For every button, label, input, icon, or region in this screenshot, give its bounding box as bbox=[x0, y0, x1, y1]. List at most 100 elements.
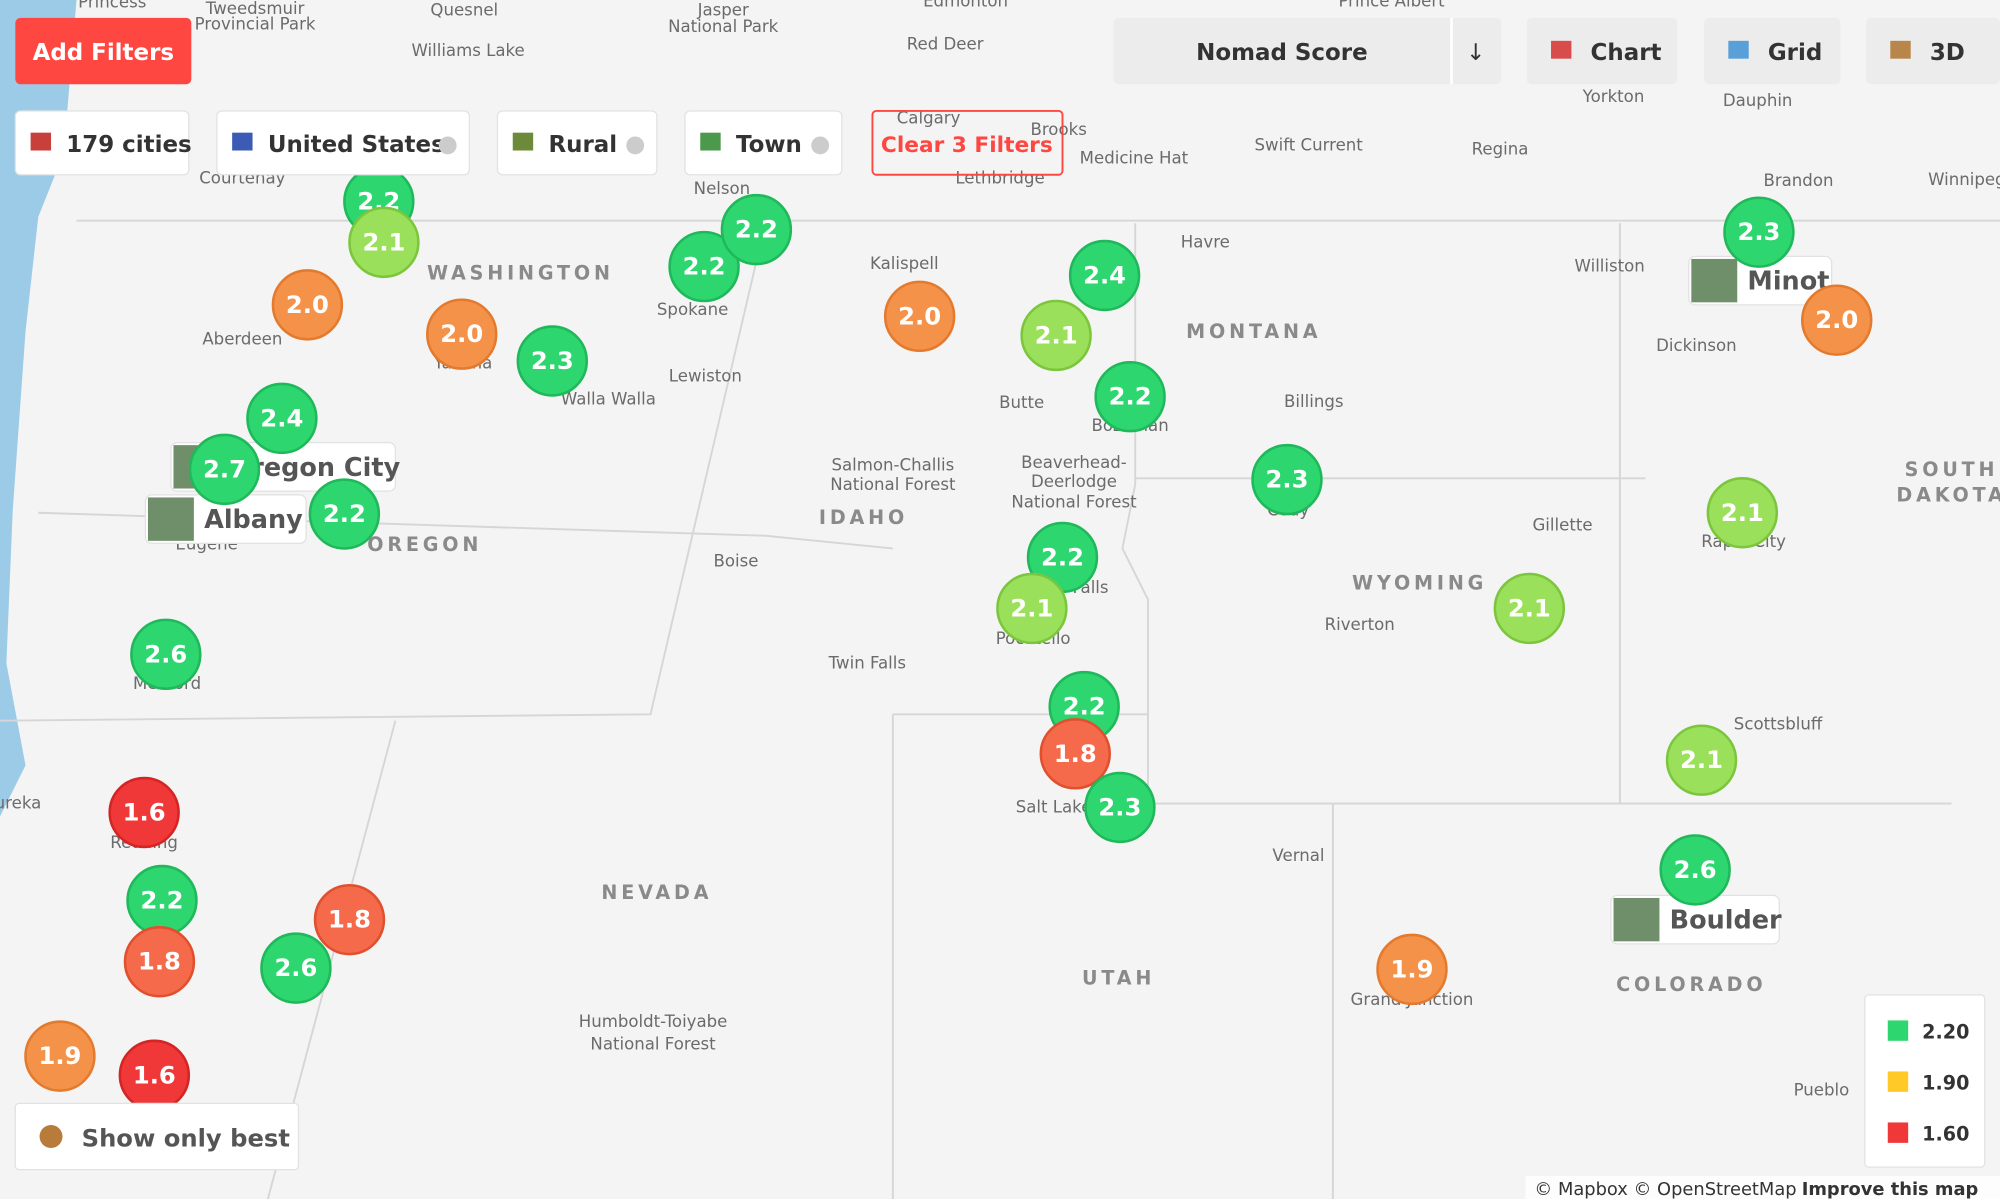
place-label: Scottsbluff bbox=[1734, 715, 1823, 734]
place-label: Beaverhead- bbox=[1021, 453, 1127, 472]
score-marker[interactable] bbox=[246, 382, 318, 455]
place-label: National Forest bbox=[830, 475, 956, 494]
score-label: 2.6 bbox=[1674, 856, 1717, 884]
show-best-button[interactable] bbox=[14, 1102, 300, 1171]
score-marker[interactable] bbox=[1665, 724, 1738, 796]
chip-remove[interactable] bbox=[626, 136, 645, 155]
view-label: Grid bbox=[1768, 40, 1822, 66]
filter-chip[interactable] bbox=[216, 110, 471, 176]
score-label: 2.3 bbox=[1737, 218, 1780, 246]
score-marker[interactable] bbox=[1493, 572, 1566, 645]
score-label: 1.8 bbox=[1054, 740, 1097, 768]
score-marker[interactable] bbox=[24, 1020, 96, 1092]
show-best-icon bbox=[39, 1125, 63, 1148]
score-marker[interactable] bbox=[1020, 299, 1092, 372]
view-button[interactable] bbox=[1704, 17, 1841, 85]
score-marker[interactable] bbox=[108, 776, 180, 849]
place-label: Regina bbox=[1472, 139, 1529, 158]
score-marker[interactable] bbox=[1068, 239, 1141, 312]
score-marker[interactable] bbox=[188, 433, 261, 506]
place-label: Salt Lake bbox=[1016, 798, 1092, 817]
legend-swatch bbox=[1887, 1122, 1909, 1143]
place-label: Boise bbox=[713, 551, 758, 570]
place-label: Jasper bbox=[697, 0, 749, 19]
chip-label: Rural bbox=[548, 132, 617, 158]
legend-swatch bbox=[1887, 1071, 1909, 1092]
score-label: 2.3 bbox=[531, 347, 574, 375]
place-label: National Forest bbox=[590, 1035, 716, 1054]
place-label: Riverton bbox=[1325, 615, 1395, 634]
state-label: NEVADA bbox=[601, 881, 712, 904]
filter-chip[interactable] bbox=[684, 110, 843, 176]
score-marker[interactable] bbox=[130, 618, 202, 691]
attribution-link[interactable]: Improve this map bbox=[1802, 1179, 1979, 1199]
score-label: 2.4 bbox=[1083, 262, 1126, 290]
score-marker[interactable] bbox=[720, 193, 793, 266]
view-button[interactable] bbox=[1526, 17, 1678, 85]
score-marker[interactable] bbox=[426, 298, 498, 370]
place-label: Quesnel bbox=[430, 0, 498, 19]
score-label: 2.1 bbox=[362, 228, 405, 256]
place-label: Deerlodge bbox=[1031, 472, 1117, 491]
state-label: MONTANA bbox=[1186, 320, 1321, 343]
score-label: 2.2 bbox=[735, 216, 778, 244]
score-marker[interactable] bbox=[1723, 196, 1795, 268]
place-label: Provincial Park bbox=[195, 14, 316, 33]
place-label: Butte bbox=[999, 393, 1044, 412]
score-marker[interactable] bbox=[348, 206, 420, 279]
state-label: SOUTH bbox=[1905, 458, 1999, 481]
sort-select[interactable] bbox=[1113, 17, 1502, 85]
score-marker[interactable] bbox=[668, 230, 740, 303]
score-label: 2.0 bbox=[898, 302, 941, 330]
sort-arrow: ↓ bbox=[1466, 40, 1485, 66]
score-marker[interactable] bbox=[1801, 284, 1873, 356]
city-name: Albany bbox=[204, 505, 303, 535]
score-marker[interactable] bbox=[1251, 443, 1323, 516]
score-marker[interactable] bbox=[1084, 771, 1156, 844]
score-marker[interactable] bbox=[1094, 360, 1166, 433]
state-label: OREGON bbox=[367, 533, 482, 556]
attribution: © Mapbox © OpenStreetMap bbox=[1534, 1179, 1796, 1199]
place-label: Vernal bbox=[1272, 846, 1324, 865]
place-label: Medicine Hat bbox=[1080, 148, 1189, 167]
score-marker[interactable] bbox=[1706, 477, 1779, 549]
place-label: Winnipeg bbox=[1928, 170, 2000, 189]
score-marker[interactable] bbox=[516, 325, 589, 397]
score-marker[interactable] bbox=[271, 269, 344, 341]
score-marker[interactable] bbox=[996, 572, 1068, 645]
score-marker[interactable] bbox=[123, 926, 196, 998]
filter-chip[interactable] bbox=[496, 110, 658, 176]
sort-label: Nomad Score bbox=[1196, 40, 1367, 66]
score-marker[interactable] bbox=[1376, 933, 1448, 1006]
add-filters-button[interactable] bbox=[15, 17, 192, 85]
place-label: Nelson bbox=[694, 179, 751, 198]
view-button[interactable] bbox=[1866, 17, 2000, 85]
ocean bbox=[0, 0, 77, 817]
chip-remove[interactable] bbox=[811, 136, 830, 155]
filter-chip[interactable] bbox=[14, 110, 190, 176]
score-marker[interactable] bbox=[883, 280, 956, 353]
view-label: Chart bbox=[1591, 40, 1662, 66]
score-label: 1.6 bbox=[123, 799, 166, 827]
show-best-label: Show only best bbox=[82, 1125, 291, 1153]
score-marker[interactable] bbox=[313, 883, 386, 956]
place-label: Red Deer bbox=[907, 35, 984, 54]
score-label: 2.2 bbox=[1109, 383, 1152, 411]
chip-remove[interactable] bbox=[438, 136, 457, 155]
score-marker[interactable] bbox=[308, 478, 381, 550]
score-marker[interactable] bbox=[1039, 718, 1111, 790]
score-marker[interactable] bbox=[260, 932, 332, 1004]
place-label: Spokane bbox=[657, 300, 728, 319]
legend-swatch bbox=[1887, 1020, 1909, 1041]
place-label: Prince Albert bbox=[1338, 0, 1445, 10]
score-marker[interactable] bbox=[1659, 834, 1731, 906]
place-label: Havre bbox=[1181, 232, 1230, 251]
score-label: 2.2 bbox=[323, 500, 366, 528]
chip-icon bbox=[700, 132, 721, 151]
clear-filters[interactable] bbox=[871, 110, 1064, 176]
legend-label: 1.90 bbox=[1922, 1071, 1969, 1094]
score-label: 2.0 bbox=[1815, 306, 1858, 334]
state-label: WASHINGTON bbox=[427, 261, 614, 284]
